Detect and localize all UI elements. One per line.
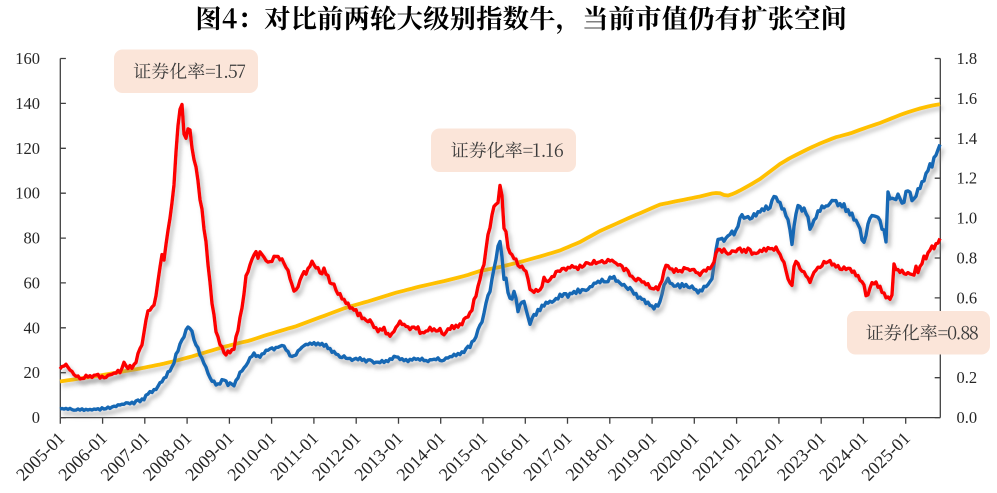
svg-text:80: 80 <box>24 229 41 248</box>
svg-text:1.8: 1.8 <box>957 49 978 68</box>
svg-text:120: 120 <box>15 139 40 158</box>
svg-text:0.0: 0.0 <box>957 408 978 427</box>
svg-text:160: 160 <box>15 49 40 68</box>
svg-text:140: 140 <box>15 94 40 113</box>
svg-text:0.8: 0.8 <box>957 249 978 268</box>
svg-text:0.2: 0.2 <box>957 368 978 387</box>
svg-text:20: 20 <box>24 363 41 382</box>
svg-text:60: 60 <box>24 273 41 292</box>
svg-text:1.6: 1.6 <box>957 89 978 108</box>
svg-text:0.6: 0.6 <box>957 288 978 307</box>
svg-text:1.4: 1.4 <box>957 129 978 148</box>
svg-text:40: 40 <box>24 318 41 337</box>
svg-text:1.0: 1.0 <box>957 209 978 228</box>
svg-text:1.2: 1.2 <box>957 169 978 188</box>
svg-text:100: 100 <box>15 184 40 203</box>
svg-text:0: 0 <box>32 408 40 427</box>
